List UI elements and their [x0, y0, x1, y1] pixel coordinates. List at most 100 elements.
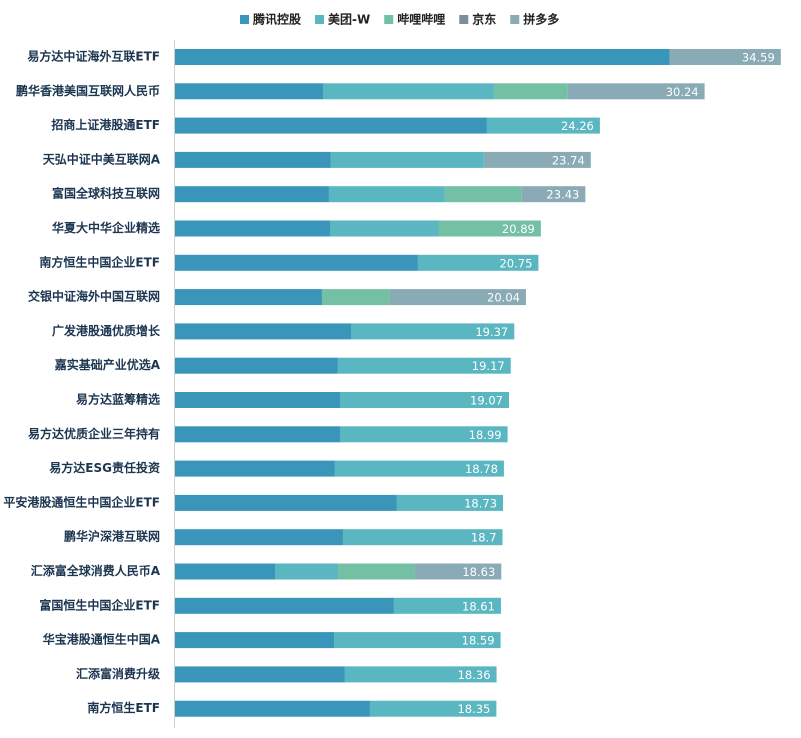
bar-segment: [175, 49, 670, 65]
total-label: 18.99: [469, 428, 502, 442]
category-label: 招商上证港股通ETF: [51, 117, 160, 132]
bar-segment: [175, 151, 331, 168]
bar-segment: [175, 563, 276, 580]
legend-label: 哔哩哔哩: [397, 12, 445, 27]
bar-segment: [175, 186, 329, 203]
legend-swatch: [240, 15, 249, 24]
bar-segment: [322, 83, 494, 100]
category-label: 鹏华香港美国互联网人民币: [16, 83, 160, 98]
category-label: 广发港股通优质增长: [52, 323, 161, 338]
category-label: 易方达蓝筹精选: [76, 392, 160, 407]
bar-segment: [175, 529, 343, 546]
bar-segment: [396, 494, 504, 511]
bar-segment: [493, 83, 568, 100]
bar-segment: [351, 323, 515, 340]
bar-segment: [175, 700, 370, 717]
total-label: 20.89: [502, 222, 535, 236]
bar-segment: [486, 117, 600, 134]
bar-segment: [344, 666, 497, 683]
category-label: 鹏华沪深港互联网: [64, 529, 160, 544]
bar-segment: [275, 563, 339, 580]
bar-segment: [175, 117, 487, 134]
bar-segment: [175, 254, 418, 271]
total-label: 18.36: [458, 668, 491, 682]
bar-segment: [393, 597, 501, 614]
total-label: 23.43: [546, 188, 579, 202]
total-label: 18.73: [464, 496, 497, 510]
category-label: 易方达中证海外互联ETF: [27, 49, 160, 64]
bar-segment: [338, 563, 415, 580]
total-label: 18.59: [462, 634, 495, 648]
category-label: 易方达ESG责任投资: [49, 460, 160, 475]
legend-swatch: [459, 15, 469, 24]
category-label: 华宝港股通恒生中国A: [43, 632, 161, 647]
category-label: 易方达优质企业三年持有: [28, 426, 160, 441]
bar-segment: [175, 289, 322, 306]
bar-segment: [175, 426, 340, 443]
legend-swatch: [384, 15, 394, 24]
bar-segment: [175, 357, 338, 374]
bar-segment: [175, 460, 335, 477]
legend-label: 拼多多: [523, 12, 559, 27]
total-label: 20.04: [487, 291, 520, 305]
category-label: 平安港股通恒生中国企业ETF: [3, 494, 160, 509]
bar-segment: [328, 186, 445, 203]
bar-segment: [334, 460, 504, 477]
category-label: 交银中证海外中国互联网: [28, 289, 160, 304]
category-label: 南方恒生中国企业ETF: [39, 254, 160, 269]
category-label: 天弘中证中美互联网A: [43, 151, 161, 166]
total-label: 18.78: [465, 462, 498, 476]
bar-segment: [175, 597, 394, 614]
bar-segment: [175, 632, 335, 649]
bar-segment: [321, 289, 390, 306]
bar-segment: [334, 632, 501, 649]
total-label: 24.26: [561, 119, 594, 133]
bar-segment: [483, 151, 591, 168]
bar-segment: [330, 151, 484, 168]
bar-segment: [175, 392, 340, 408]
total-label: 23.74: [552, 153, 585, 167]
bar-segment: [567, 83, 705, 100]
total-label: 20.75: [499, 256, 532, 270]
total-label: 18.61: [462, 599, 495, 613]
total-label: 19.07: [470, 394, 503, 408]
bar-segment: [175, 494, 397, 511]
bar-segment: [417, 254, 539, 271]
category-label: 华夏大中华企业精选: [52, 220, 160, 235]
bar-segment: [175, 220, 331, 237]
total-label: 34.59: [742, 51, 775, 65]
legend-label: 京东: [472, 12, 496, 27]
bar-segment: [521, 186, 586, 203]
bar-segment: [339, 392, 509, 408]
bar-segment: [339, 426, 508, 443]
category-label: 汇添富消费升级: [76, 666, 160, 681]
bar-segment: [175, 83, 323, 100]
bar-segment: [438, 220, 541, 237]
category-label: 富国全球科技互联网: [52, 186, 160, 201]
legend-swatch: [315, 15, 325, 24]
total-label: 18.63: [462, 565, 495, 579]
bar-segment: [389, 289, 526, 306]
category-label: 汇添富全球消费人民币A: [31, 563, 161, 578]
category-label: 南方恒生ETF: [87, 700, 160, 715]
bar-segment: [330, 220, 439, 237]
legend-label: 腾讯控股: [252, 12, 302, 27]
total-label: 18.35: [457, 702, 490, 716]
category-label: 嘉实基础产业优选A: [54, 357, 161, 372]
legend-label: 美团-W: [328, 12, 370, 27]
bar-segment: [175, 666, 345, 683]
total-label: 18.7: [471, 531, 497, 545]
bar-segment: [414, 563, 502, 580]
bar-segment: [444, 186, 522, 203]
total-label: 19.37: [475, 325, 508, 339]
bar-segment: [175, 323, 352, 340]
bar-segment: [669, 49, 781, 65]
bar-segment: [337, 357, 511, 374]
bar-segment: [342, 529, 503, 546]
total-label: 30.24: [666, 85, 699, 99]
legend-swatch: [510, 15, 520, 24]
category-label: 富国恒生中国企业ETF: [39, 597, 160, 612]
total-label: 19.17: [472, 359, 505, 373]
